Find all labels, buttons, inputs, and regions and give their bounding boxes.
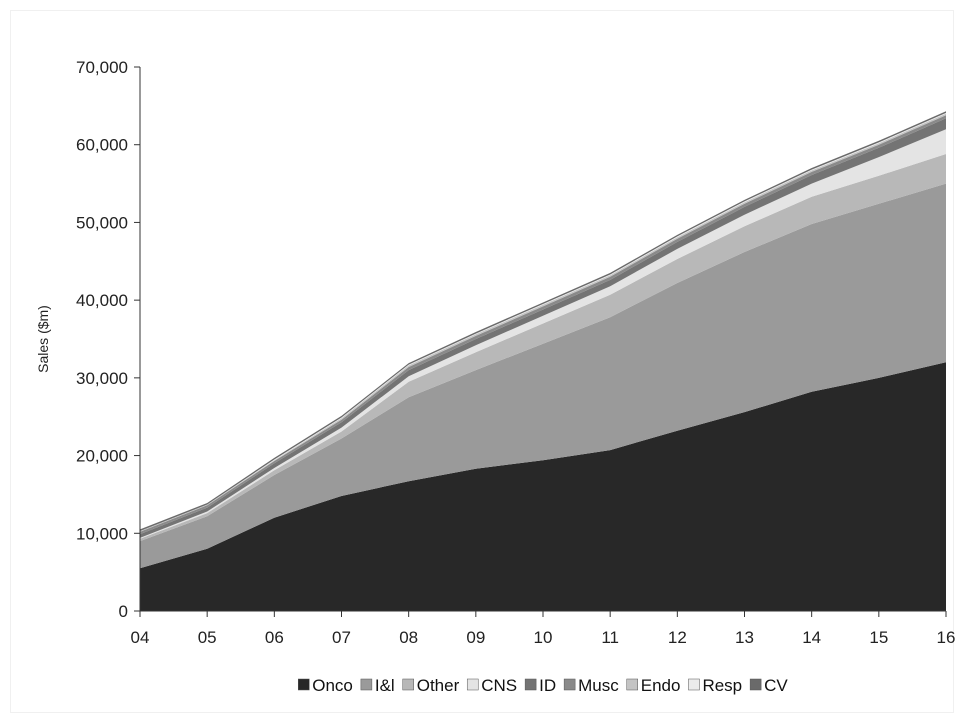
area-i-l [140, 183, 946, 569]
y-axis-title: Sales ($m) [35, 305, 51, 373]
x-tick-label: 10 [534, 628, 553, 647]
x-tick-label: 11 [601, 628, 619, 647]
x-tick-label: 16 [937, 628, 956, 647]
legend-swatch-musc [563, 678, 576, 691]
area-layers [140, 111, 946, 611]
legend-label: Resp [702, 676, 742, 695]
legend-swatch-resp [688, 678, 700, 691]
y-tick-label: 40,000 [76, 291, 128, 310]
y-tick-label: 70,000 [76, 58, 128, 77]
x-tick-label: 13 [735, 628, 754, 647]
legend: Onco I&l Other CNS ID Musc Endo Resp CV [297, 676, 788, 695]
y-tick-label: 0 [119, 602, 128, 621]
legend-label: CNS [481, 676, 517, 695]
area-cns [140, 129, 946, 539]
legend-swatch-endo [626, 678, 638, 691]
legend-swatch-onco [297, 678, 310, 691]
x-tick-label: 12 [668, 628, 687, 647]
y-tick-label: 50,000 [76, 213, 128, 232]
legend-swatch-id [524, 678, 537, 691]
y-tick-label: 20,000 [76, 447, 128, 466]
y-tick-label: 60,000 [76, 136, 128, 155]
x-tick-label: 06 [265, 628, 284, 647]
legend-label: I&l [375, 676, 395, 695]
legend-swatch-cns [466, 678, 479, 691]
legend-label: Other [417, 676, 460, 695]
x-tick-label: 07 [332, 628, 351, 647]
legend-swatch-other [402, 678, 414, 691]
y-ticks: 0 10,000 20,000 30,000 40,000 50,000 60,000 70,… [76, 58, 140, 621]
legend-label: Endo [641, 676, 681, 695]
x-ticks: 04 05 06 07 08 09 10 11 12 13 14 15 16 [131, 611, 956, 647]
x-tick-label: 09 [466, 628, 485, 647]
legend-label: CV [764, 676, 788, 695]
legend-label: Onco [312, 676, 353, 695]
y-tick-label: 30,000 [76, 369, 128, 388]
chart-frame [10, 10, 954, 713]
area-id [140, 118, 946, 538]
x-tick-label: 04 [131, 628, 150, 647]
legend-label: Musc [578, 676, 619, 695]
legend-swatch-cv [749, 678, 762, 691]
area-other [140, 154, 946, 542]
x-tick-label: 08 [399, 628, 418, 647]
x-tick-label: 15 [869, 628, 888, 647]
legend-label: ID [539, 676, 556, 695]
legend-swatch-i-l [360, 678, 373, 691]
x-tick-label: 05 [198, 628, 217, 647]
area-onco [140, 362, 946, 611]
x-tick-label: 14 [802, 628, 821, 647]
y-tick-label: 10,000 [76, 524, 128, 543]
